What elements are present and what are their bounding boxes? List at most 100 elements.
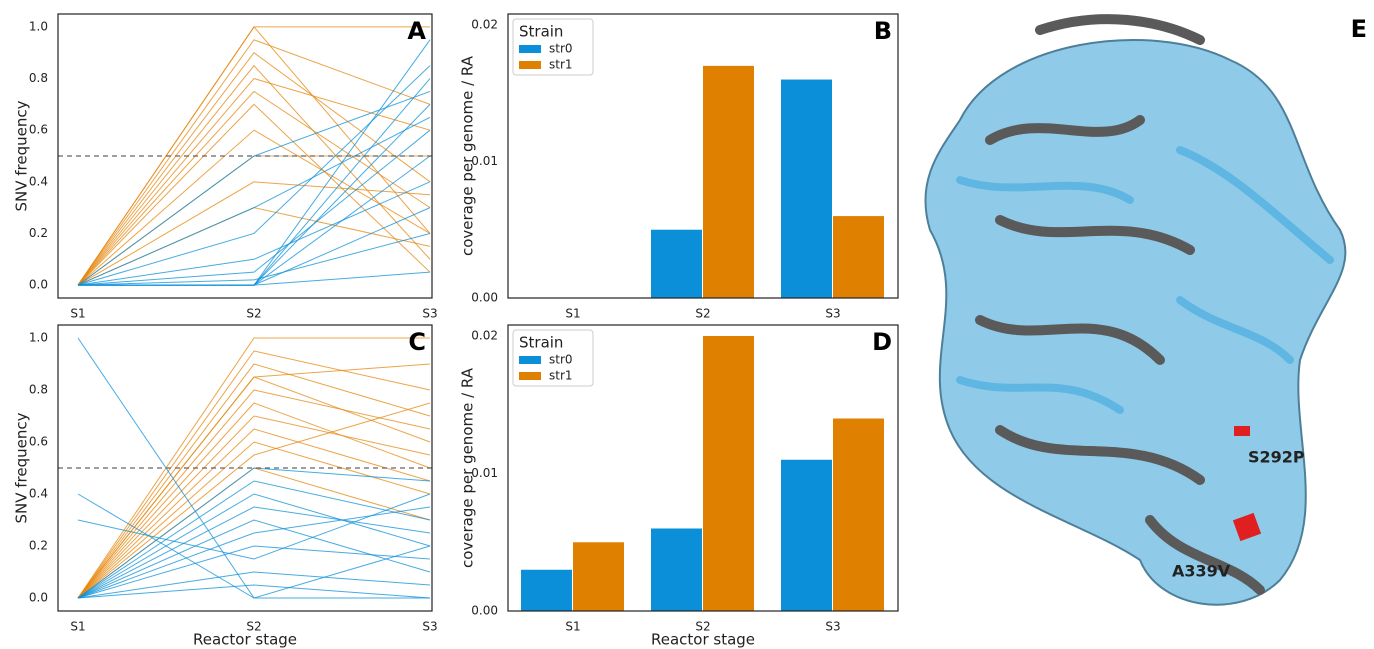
x-tick-label: S3 bbox=[422, 620, 437, 634]
y-axis-label: coverage per genome / RA bbox=[459, 55, 477, 256]
series-line bbox=[77, 232, 431, 286]
panel: 0.0 0.2 0.4 0.6 0.8 1.0 S1 S2 S3 C SNV frequency Re… bbox=[13, 324, 438, 649]
y-tick-label: 0.8 bbox=[29, 71, 48, 85]
series-line bbox=[78, 271, 431, 286]
annotation: A339V bbox=[1172, 562, 1231, 581]
ribbon-dark bbox=[975, 14, 1265, 595]
bar bbox=[781, 459, 832, 611]
axes-frame bbox=[507, 13, 899, 299]
panel-label: D bbox=[872, 328, 892, 356]
x-tick-label: S1 bbox=[565, 307, 580, 321]
series-line bbox=[77, 103, 431, 286]
panel-label: C bbox=[408, 328, 426, 356]
series-line bbox=[77, 363, 431, 599]
series-line bbox=[78, 39, 431, 286]
series-line bbox=[77, 337, 430, 599]
legend-title: Strain bbox=[519, 334, 563, 352]
series-line bbox=[77, 64, 431, 286]
bar bbox=[833, 418, 884, 611]
y-tick-label: 0.02 bbox=[471, 17, 498, 31]
series-line bbox=[77, 467, 431, 599]
y-axis-label: SNV frequency bbox=[13, 412, 31, 523]
bar bbox=[651, 229, 702, 298]
series-line bbox=[77, 428, 431, 599]
y-axis-label: coverage per genome / RA bbox=[459, 367, 477, 568]
x-axis-label: Reactor stage bbox=[193, 631, 297, 649]
series-line bbox=[77, 480, 431, 599]
y-tick-label: 0.01 bbox=[471, 466, 498, 480]
x-tick-label: S1 bbox=[70, 307, 85, 321]
axes-frame bbox=[507, 324, 899, 612]
y-tick-label: 0.0 bbox=[29, 591, 48, 605]
series-line bbox=[77, 350, 431, 599]
legend-label: str0 bbox=[549, 42, 573, 56]
series-line bbox=[77, 376, 431, 599]
axes-frame bbox=[57, 324, 433, 612]
y-tick-label: 0.00 bbox=[471, 604, 498, 618]
series-line bbox=[77, 415, 431, 599]
legend-label: str0 bbox=[549, 353, 573, 367]
y-tick-label: 0.01 bbox=[471, 154, 498, 168]
y-tick-label: 0.4 bbox=[29, 174, 48, 188]
y-tick-label: 0.02 bbox=[471, 329, 498, 343]
series-line bbox=[77, 129, 431, 286]
y-tick-label: 0.6 bbox=[29, 435, 48, 449]
series-line bbox=[77, 493, 431, 599]
legend-swatch bbox=[519, 45, 541, 53]
mutation-site bbox=[1234, 426, 1250, 436]
bar bbox=[573, 542, 624, 611]
y-tick-label: 0.00 bbox=[471, 291, 498, 305]
annotation: S292P bbox=[1248, 448, 1305, 467]
legend-label: str1 bbox=[549, 369, 573, 383]
series-line bbox=[77, 584, 431, 599]
x-tick-label: S3 bbox=[825, 307, 840, 321]
series-line bbox=[77, 571, 431, 599]
series-line bbox=[77, 65, 431, 286]
series-line bbox=[77, 493, 431, 560]
y-tick-label: 0.2 bbox=[29, 539, 48, 553]
legend-swatch bbox=[519, 61, 541, 69]
series-line bbox=[77, 155, 430, 286]
series-line bbox=[77, 402, 431, 599]
legend-title: Strain bbox=[519, 23, 563, 41]
x-tick-label: S2 bbox=[695, 307, 710, 321]
panel-label: A bbox=[407, 17, 426, 45]
x-tick-label: S3 bbox=[422, 307, 437, 321]
axes-frame bbox=[57, 13, 433, 299]
series-line bbox=[77, 181, 431, 286]
series-line bbox=[77, 52, 431, 286]
protein-structure: S292P A339V E bbox=[924, 14, 1367, 606]
series-line bbox=[77, 39, 431, 286]
y-tick-label: 0.6 bbox=[29, 123, 48, 137]
x-tick-label: S2 bbox=[695, 620, 710, 634]
series-line bbox=[77, 402, 431, 599]
y-tick-label: 0.8 bbox=[29, 383, 48, 397]
x-tick-label: S2 bbox=[246, 620, 261, 634]
x-axis-label: Reactor stage bbox=[651, 631, 755, 649]
bar bbox=[703, 336, 754, 611]
series-line bbox=[77, 506, 431, 599]
y-tick-label: 0.2 bbox=[29, 226, 48, 240]
y-axis-label: SNV frequency bbox=[13, 100, 31, 211]
bar bbox=[651, 528, 702, 611]
x-tick-label: S3 bbox=[825, 620, 840, 634]
series-line bbox=[77, 90, 431, 286]
legend-swatch bbox=[519, 356, 541, 364]
legend-label: str1 bbox=[549, 58, 573, 72]
series-line bbox=[77, 116, 431, 286]
ribbon-light bbox=[956, 146, 1334, 414]
panel-label: E bbox=[1351, 15, 1367, 43]
bar bbox=[521, 569, 572, 611]
legend-swatch bbox=[519, 372, 541, 380]
y-tick-label: 0.4 bbox=[29, 487, 48, 501]
panel-label: B bbox=[874, 17, 892, 45]
series-line bbox=[77, 493, 431, 599]
mutation-site bbox=[1232, 512, 1262, 542]
bar bbox=[833, 216, 884, 298]
panel: 0.0 0.2 0.4 0.6 0.8 1.0 S1 S2 S3 A SNV frequency bbox=[13, 13, 438, 321]
y-tick-label: 1.0 bbox=[29, 331, 48, 345]
x-tick-label: S1 bbox=[565, 620, 580, 634]
